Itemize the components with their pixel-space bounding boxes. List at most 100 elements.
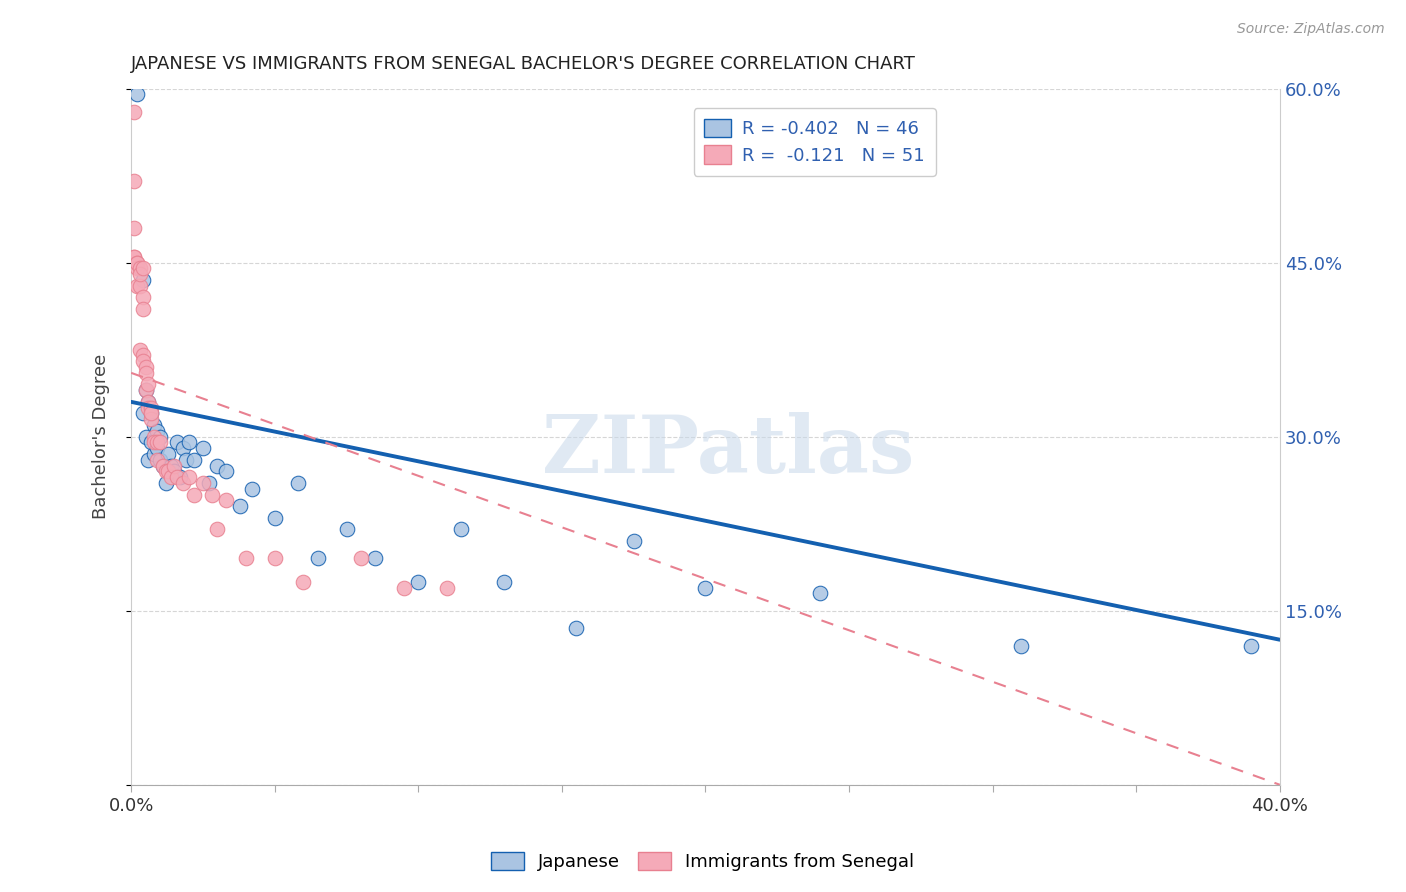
Point (160, 458, 183, 473)
Point (155, 476, 177, 491)
Point (166, 435, 188, 450)
Point (149, 435, 172, 450)
Point (623, 534, 645, 549)
Point (128, 278, 150, 293)
Point (122, 250, 145, 264)
Point (122, 220, 145, 235)
Point (494, 574, 516, 589)
Point (125, 87, 148, 102)
Point (215, 493, 238, 508)
Point (143, 447, 166, 461)
Point (229, 500, 252, 514)
Point (174, 453, 197, 467)
Point (131, 301, 153, 316)
Point (157, 447, 180, 461)
Point (215, 465, 238, 479)
Point (146, 453, 169, 467)
Point (350, 551, 373, 566)
Point (177, 435, 200, 450)
Point (207, 458, 229, 473)
Point (200, 488, 222, 502)
Point (160, 470, 183, 484)
Point (143, 418, 166, 433)
Point (197, 476, 219, 491)
Point (125, 261, 148, 276)
Point (565, 621, 588, 635)
Point (143, 430, 166, 444)
Point (128, 343, 150, 357)
Point (122, 104, 145, 119)
Point (131, 261, 153, 276)
Point (263, 551, 285, 566)
Point (392, 581, 415, 595)
Text: Source: ZipAtlas.com: Source: ZipAtlas.com (1237, 22, 1385, 37)
Y-axis label: Bachelor's Degree: Bachelor's Degree (93, 354, 110, 519)
Point (240, 482, 263, 496)
Point (135, 430, 157, 444)
Point (128, 267, 150, 281)
Point (122, 250, 145, 264)
Point (141, 401, 163, 415)
Point (287, 476, 309, 491)
Point (292, 574, 315, 589)
Point (138, 453, 160, 467)
Point (131, 354, 153, 368)
Point (125, 278, 148, 293)
Point (157, 465, 180, 479)
Point (207, 523, 229, 537)
Point (122, 174, 145, 188)
Point (152, 458, 174, 473)
Point (183, 453, 205, 467)
Point (155, 465, 177, 479)
Point (695, 581, 717, 595)
Point (183, 488, 205, 502)
Text: ZIPatlas: ZIPatlas (543, 411, 914, 490)
Point (364, 551, 387, 566)
Point (235, 551, 257, 566)
Point (808, 586, 831, 600)
Point (163, 465, 186, 479)
Point (436, 581, 458, 595)
Legend: R = -0.402   N = 46, R =  -0.121   N = 51: R = -0.402 N = 46, R = -0.121 N = 51 (693, 108, 936, 176)
Point (141, 407, 163, 421)
Point (172, 442, 194, 456)
Point (131, 348, 153, 362)
Point (172, 476, 194, 491)
Point (141, 407, 163, 421)
Point (131, 407, 153, 421)
Point (138, 401, 160, 415)
Point (335, 523, 357, 537)
Point (163, 458, 186, 473)
Point (1010, 639, 1032, 653)
Point (138, 395, 160, 409)
Point (307, 551, 329, 566)
Point (128, 261, 150, 276)
Point (450, 523, 472, 537)
Point (146, 435, 169, 450)
Point (169, 470, 191, 484)
Point (408, 574, 430, 589)
Point (152, 458, 174, 473)
Point (143, 435, 166, 450)
Point (166, 470, 188, 484)
Point (191, 476, 214, 491)
Point (125, 255, 148, 269)
Point (263, 511, 285, 525)
Point (135, 384, 157, 398)
Point (191, 442, 214, 456)
Point (125, 255, 148, 269)
Point (1240, 639, 1263, 653)
Point (135, 384, 157, 398)
Point (146, 424, 169, 438)
Point (138, 395, 160, 409)
Point (141, 412, 163, 426)
Legend: Japanese, Immigrants from Senegal: Japanese, Immigrants from Senegal (484, 845, 922, 879)
Point (149, 453, 172, 467)
Point (131, 290, 153, 304)
Point (177, 470, 200, 484)
Point (138, 377, 160, 392)
Point (149, 430, 172, 444)
Point (146, 442, 169, 456)
Point (135, 359, 157, 374)
Point (131, 273, 153, 287)
